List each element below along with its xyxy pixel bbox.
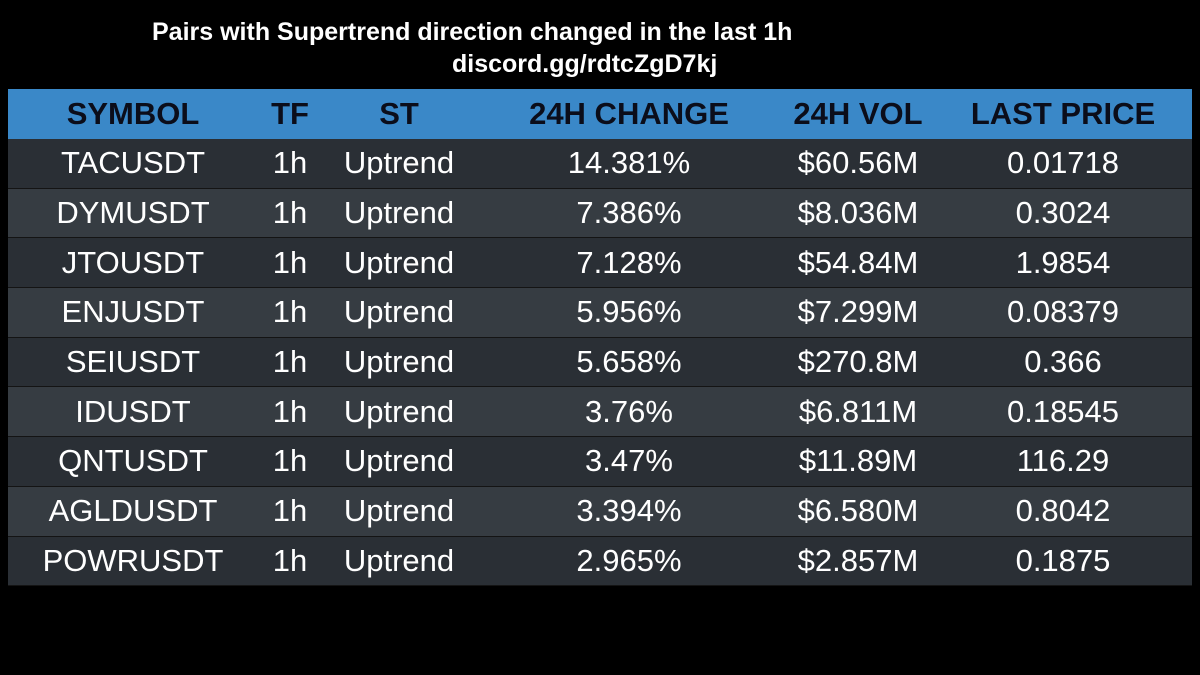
cell-last-price: 0.3024	[1015, 195, 1111, 231]
cell-24h-vol: $11.89M	[798, 443, 918, 479]
cell-tf: 1h	[272, 195, 308, 231]
table-row: SEIUSDT 1h Uptrend 5.658% $270.8M 0.366	[8, 337, 1192, 388]
supertrend-table: SYMBOL TF ST 24H CHANGE 24H VOL LAST PRI…	[8, 89, 1192, 587]
table-row: DYMUSDT 1h Uptrend 7.386% $8.036M 0.3024	[8, 188, 1192, 239]
cell-symbol: SEIUSDT	[65, 344, 201, 380]
cell-symbol: IDUSDT	[75, 393, 191, 429]
cell-24h-change: 7.128%	[576, 244, 682, 280]
cell-last-price: 0.1875	[1015, 542, 1111, 578]
cell-24h-change: 14.381%	[567, 145, 691, 181]
cell-st: Uptrend	[343, 493, 455, 529]
table-row: ENJUSDT 1h Uptrend 5.956% $7.299M 0.08379	[8, 288, 1192, 338]
column-header-24h-vol: 24H VOL	[793, 96, 923, 131]
cell-st: Uptrend	[343, 244, 455, 280]
cell-last-price: 0.8042	[1015, 493, 1111, 529]
discord-link-text: discord.gg/rdtcZgD7kj	[452, 50, 718, 78]
table-row: IDUSDT 1h Uptrend 3.76% $6.811M 0.18545	[8, 387, 1192, 438]
cell-symbol: ENJUSDT	[61, 294, 205, 330]
cell-symbol: JTOUSDT	[61, 244, 205, 280]
cell-last-price: 0.18545	[1006, 393, 1120, 429]
cell-24h-change: 7.386%	[576, 195, 682, 231]
cell-st: Uptrend	[343, 393, 455, 429]
cell-symbol: POWRUSDT	[42, 542, 224, 578]
cell-24h-change: 3.76%	[585, 393, 673, 429]
cell-24h-change: 5.956%	[576, 294, 682, 330]
cell-24h-change: 5.658%	[576, 344, 682, 380]
cell-24h-vol: $2.857M	[797, 542, 919, 578]
cell-tf: 1h	[272, 244, 308, 280]
column-header-symbol: SYMBOL	[66, 96, 200, 131]
cell-st: Uptrend	[343, 294, 455, 330]
cell-tf: 1h	[272, 393, 308, 429]
cell-last-price: 1.9854	[1015, 244, 1111, 280]
cell-24h-vol: $6.580M	[797, 493, 919, 529]
cell-tf: 1h	[272, 344, 308, 380]
cell-24h-vol: $54.84M	[797, 244, 919, 280]
cell-tf: 1h	[272, 294, 308, 330]
cell-tf: 1h	[272, 542, 308, 578]
cell-symbol: DYMUSDT	[56, 195, 210, 231]
cell-symbol: QNTUSDT	[58, 443, 208, 479]
cell-last-price: 0.01718	[1006, 145, 1120, 181]
cell-st: Uptrend	[343, 443, 455, 479]
cell-symbol: TACUSDT	[60, 145, 206, 181]
table-body: TACUSDT 1h Uptrend 14.381% $60.56M 0.01718 DYM…	[8, 139, 1192, 587]
cell-tf: 1h	[272, 443, 308, 479]
cell-24h-change: 3.394%	[576, 493, 682, 529]
cell-tf: 1h	[272, 493, 308, 529]
table-row: AGLDUSDT 1h Uptrend 3.394% $6.580M 0.8042	[8, 486, 1192, 537]
table-row: QNTUSDT 1h Uptrend 3.47% $11.89M 116.29	[8, 437, 1192, 487]
cell-st: Uptrend	[343, 145, 455, 181]
cell-st: Uptrend	[343, 344, 455, 380]
page-title: Pairs with Supertrend direction changed …	[152, 18, 793, 46]
table-header-row: SYMBOL TF ST 24H CHANGE 24H VOL LAST PRI…	[8, 89, 1192, 139]
cell-24h-change: 2.965%	[576, 542, 682, 578]
column-header-24h-change: 24H CHANGE	[529, 96, 729, 131]
table-row: POWRUSDT 1h Uptrend 2.965% $2.857M 0.1875	[8, 536, 1192, 587]
cell-24h-vol: $8.036M	[797, 195, 919, 231]
table-row: TACUSDT 1h Uptrend 14.381% $60.56M 0.01718	[8, 139, 1192, 189]
cell-st: Uptrend	[343, 195, 455, 231]
cell-24h-vol: $60.56M	[797, 145, 919, 181]
cell-last-price: 0.08379	[1006, 294, 1120, 330]
cell-24h-vol: $7.299M	[797, 294, 919, 330]
cell-symbol: AGLDUSDT	[48, 493, 218, 529]
cell-tf: 1h	[272, 145, 308, 181]
column-header-st: ST	[379, 96, 419, 131]
cell-24h-vol: $270.8M	[797, 344, 919, 380]
cell-last-price: 116.29	[1016, 443, 1110, 479]
table-row: JTOUSDT 1h Uptrend 7.128% $54.84M 1.9854	[8, 238, 1192, 289]
cell-24h-vol: $6.811M	[798, 393, 918, 429]
cell-24h-change: 3.47%	[585, 443, 673, 479]
cell-st: Uptrend	[343, 542, 455, 578]
column-header-tf: TF	[271, 96, 309, 131]
cell-last-price: 0.366	[1024, 344, 1102, 380]
column-header-last-price: LAST PRICE	[970, 96, 1156, 131]
